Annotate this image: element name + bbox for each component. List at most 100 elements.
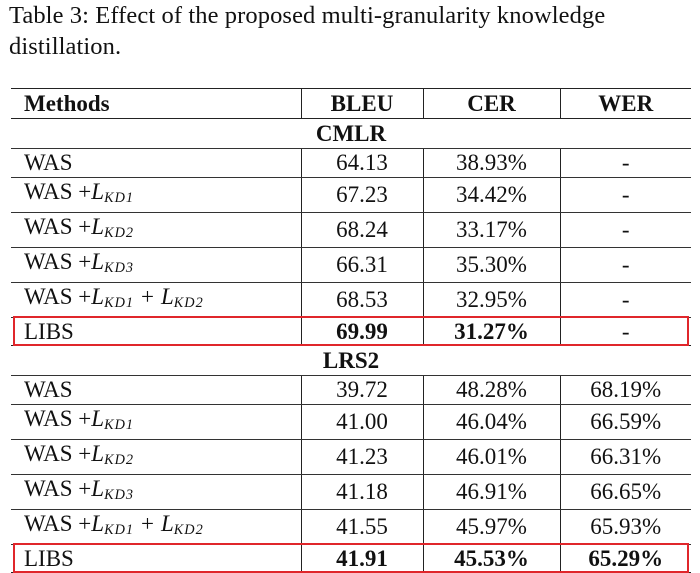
wer-value: - [559, 148, 691, 178]
loss-symbol: L [161, 283, 174, 309]
loss-subscript: KD2 [173, 521, 204, 538]
bleu-value: 67.23 [300, 177, 423, 213]
method-name: WAS + [24, 213, 92, 239]
bleu-value: 66.31 [300, 247, 423, 283]
bleu-value: 69.99 [300, 317, 423, 347]
loss-term: LKD1 [91, 283, 135, 311]
method-name: WAS + [24, 510, 92, 536]
loss-term: LKD2 [91, 440, 135, 468]
table-row: WAS +LKD1 67.23 34.42% - [11, 177, 691, 213]
loss-symbol: L [91, 283, 105, 309]
loss-term: LKD2 [161, 510, 204, 538]
section-header-row: LRS2 [11, 345, 691, 377]
method-cell: WAS +LKD2 [11, 439, 301, 475]
cer-value: 38.93% [422, 148, 560, 178]
loss-term: LKD3 [91, 475, 135, 503]
loss-subscript: KD1 [104, 416, 135, 433]
method-name: WAS + [24, 475, 92, 501]
table-row: WAS +LKD1 + LKD2 41.55 45.97% 65.93% [11, 509, 691, 545]
table-body: CMLR WAS 64.13 38.93% - WAS +LKD1 67.23 34.42% -… [11, 118, 691, 573]
bleu-value: 41.00 [300, 404, 423, 440]
table-row: WAS +LKD3 41.18 46.91% 66.65% [11, 474, 691, 510]
table-row: WAS 39.72 48.28% 68.19% [11, 375, 691, 405]
cer-value: 32.95% [422, 282, 560, 318]
loss-subscript: KD2 [104, 451, 135, 468]
loss-term: LKD3 [91, 248, 135, 276]
loss-subscript: KD3 [104, 486, 135, 503]
loss-term: LKD2 [91, 213, 135, 241]
highlight-box [13, 543, 689, 573]
plus-sign: + [141, 510, 154, 536]
method-cell: WAS +LKD1 + LKD2 [11, 282, 301, 318]
loss-subscript: KD3 [104, 259, 135, 276]
method-name: WAS + [24, 405, 92, 431]
method-cell: WAS +LKD1 + LKD2 [11, 509, 301, 545]
method-name: WAS [24, 377, 73, 403]
loss-term: LKD1 [91, 178, 135, 206]
wer-value: 65.93% [559, 509, 691, 545]
bleu-value: 68.53 [300, 282, 423, 318]
loss-subscript: KD2 [104, 224, 135, 241]
bleu-value: 41.23 [300, 439, 423, 475]
bleu-value: 41.18 [300, 474, 423, 510]
method-cell: WAS +LKD1 [11, 404, 301, 440]
cer-value: 46.04% [422, 404, 560, 440]
loss-term: LKD2 [161, 283, 204, 311]
bleu-value: 41.55 [300, 509, 423, 545]
loss-subscript: KD1 [104, 189, 135, 206]
section-title: LRS2 [11, 345, 691, 377]
method-name: LIBS [24, 318, 74, 344]
cer-value: 46.01% [422, 439, 560, 475]
loss-symbol: L [91, 405, 105, 431]
loss-symbol: L [91, 213, 105, 239]
header-methods: Methods [11, 88, 301, 119]
wer-value: 66.31% [559, 439, 691, 475]
header-cer: CER [422, 88, 560, 119]
bleu-value: 64.13 [300, 148, 423, 178]
header-wer: WER [559, 88, 691, 119]
cer-value: 46.91% [422, 474, 560, 510]
loss-symbol: L [91, 475, 105, 501]
wer-value: - [559, 212, 691, 248]
bleu-value: 39.72 [300, 375, 423, 405]
cer-value: 48.28% [422, 375, 560, 405]
loss-symbol: L [91, 440, 105, 466]
table-row: WAS +LKD3 66.31 35.30% - [11, 247, 691, 283]
method-name: WAS + [24, 440, 92, 466]
method-cell: WAS +LKD3 [11, 474, 301, 510]
wer-value: 68.19% [559, 375, 691, 405]
cer-value: 35.30% [422, 247, 560, 283]
section-header-row: CMLR [11, 118, 691, 149]
wer-value: 66.65% [559, 474, 691, 510]
table-row: WAS +LKD2 41.23 46.01% 66.31% [11, 439, 691, 475]
method-cell: WAS +LKD3 [11, 247, 301, 283]
header-row: Methods BLEU CER WER [11, 88, 691, 119]
loss-symbol: L [91, 178, 105, 204]
table-row: WAS +LKD2 68.24 33.17% - [11, 212, 691, 248]
wer-value: - [559, 247, 691, 283]
cer-value: 45.97% [422, 509, 560, 545]
cer-value: 34.42% [422, 177, 560, 213]
loss-term: LKD1 [91, 511, 135, 538]
table-row: WAS +LKD1 41.00 46.04% 66.59% [11, 404, 691, 440]
cer-value: 31.27% [422, 317, 560, 347]
method-name: WAS + [24, 178, 92, 204]
cer-value: 33.17% [422, 212, 560, 248]
method-cell: WAS [11, 375, 301, 405]
loss-symbol: L [91, 248, 105, 274]
loss-subscript: KD1 [104, 521, 135, 538]
highlight-box [13, 316, 689, 346]
header-bleu: BLEU [300, 88, 423, 119]
loss-term: LKD1 [91, 405, 135, 433]
method-cell: WAS +LKD2 [11, 212, 301, 248]
bleu-value: 68.24 [300, 212, 423, 248]
method-cell: WAS +LKD1 [11, 177, 301, 213]
table-row: WAS +LKD1 + LKD2 68.53 32.95% - [11, 282, 691, 318]
table-row: WAS 64.13 38.93% - [11, 148, 691, 178]
method-cell: WAS [11, 148, 301, 178]
table-caption: Table 3: Effect of the proposed multi-gr… [9, 2, 606, 60]
loss-subscript: KD1 [104, 294, 135, 311]
section-title: CMLR [11, 118, 691, 149]
method-name: WAS [24, 150, 73, 176]
loss-symbol: L [161, 510, 174, 536]
